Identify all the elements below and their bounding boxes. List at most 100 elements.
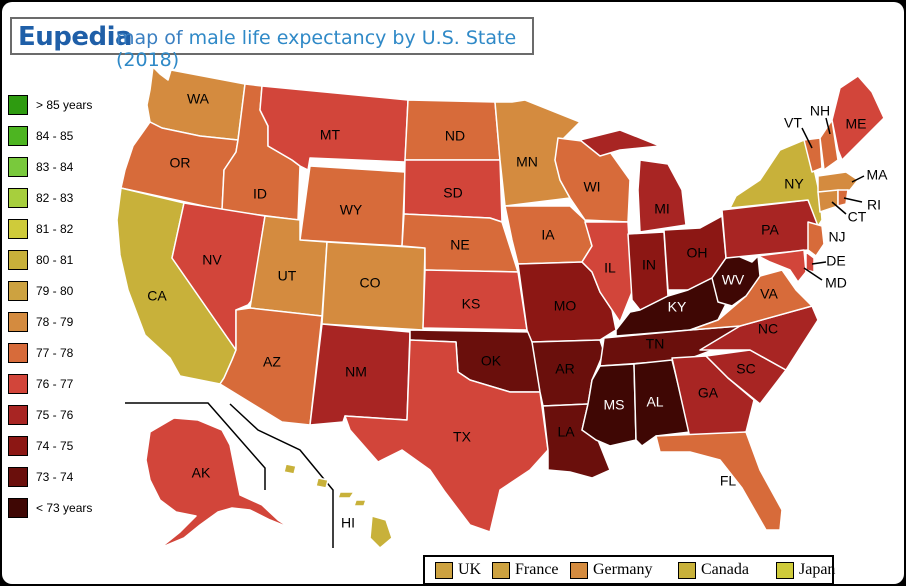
legend-swatch [8, 281, 28, 301]
label-id: ID [253, 186, 267, 202]
label-nh: NH [810, 103, 830, 119]
comparison-label: Germany [593, 561, 653, 578]
label-nj: NJ [828, 229, 845, 245]
state-me[interactable] [831, 75, 885, 161]
label-co: CO [360, 275, 381, 291]
label-ma: MA [867, 167, 889, 183]
country-comparison-legend: UK France Germany Canada Japan [423, 555, 835, 584]
legend-swatch [8, 188, 28, 208]
state-ri[interactable] [837, 189, 849, 207]
legend-label: 83 - 84 [36, 160, 74, 174]
state-mi[interactable] [579, 129, 687, 233]
label-ks: KS [462, 296, 481, 312]
legend-label: 74 - 75 [36, 439, 74, 453]
label-ut: UT [278, 268, 297, 284]
legend-swatch [8, 312, 28, 332]
legend-swatch [8, 374, 28, 394]
legend-swatch [8, 498, 28, 518]
legend-label: > 85 years [36, 98, 93, 112]
label-il: IL [604, 260, 616, 276]
legend-swatch [8, 436, 28, 456]
comparison-label: Canada [701, 561, 749, 578]
label-de: DE [826, 253, 845, 269]
title-text: male life expectancy by U.S. State (2018… [116, 27, 517, 71]
label-ok: OK [481, 353, 502, 369]
legend-swatch [8, 219, 28, 239]
state-ct[interactable] [817, 189, 839, 213]
label-hi: HI [341, 515, 355, 531]
label-ny: NY [784, 176, 804, 192]
label-va: VA [760, 286, 778, 302]
state-ak[interactable] [145, 417, 291, 549]
map-title: map of male life expectancy by U.S. Stat… [116, 27, 532, 71]
label-or: OR [170, 155, 191, 171]
legend-label: 77 - 78 [36, 346, 74, 360]
label-mi: MI [654, 201, 670, 217]
label-pa: PA [761, 222, 779, 238]
label-sc: SC [736, 361, 755, 377]
state-sc[interactable] [705, 349, 787, 405]
inset-divider-hi [229, 403, 334, 548]
label-me: ME [846, 116, 867, 132]
state-va[interactable] [689, 269, 813, 331]
label-wa: WA [187, 91, 210, 107]
legend-label: 80 - 81 [36, 253, 74, 267]
label-vt: VT [784, 115, 802, 131]
comparison-swatch [435, 562, 453, 579]
comparison-swatch [492, 562, 510, 579]
label-nc: NC [758, 321, 778, 337]
label-in: IN [642, 257, 656, 273]
legend-label: 81 - 82 [36, 222, 74, 236]
leader-de [811, 261, 827, 265]
state-nj[interactable] [807, 221, 825, 257]
label-ct: CT [848, 209, 867, 225]
label-sd: SD [443, 185, 462, 201]
legend-label: 79 - 80 [36, 284, 74, 298]
label-wv: WV [722, 272, 745, 288]
label-ak: AK [192, 465, 211, 481]
brand-logo: Eupedia [18, 22, 133, 52]
label-mn: MN [516, 154, 538, 170]
legend-swatch [8, 467, 28, 487]
state-vt[interactable] [803, 137, 823, 173]
legend-label: 76 - 77 [36, 377, 74, 391]
inset-divider-ak [125, 402, 266, 490]
legend-swatch [8, 126, 28, 146]
label-tx: TX [453, 429, 472, 445]
state-de[interactable] [805, 251, 815, 273]
label-az: AZ [263, 354, 281, 370]
label-ca: CA [147, 288, 167, 304]
label-la: LA [557, 424, 575, 440]
legend-label: 75 - 76 [36, 408, 74, 422]
state-fl[interactable] [655, 431, 783, 531]
state-md[interactable] [757, 249, 807, 283]
leader-ct [831, 201, 847, 215]
leader-ri [843, 197, 863, 203]
state-hi[interactable] [283, 463, 393, 549]
label-ga: GA [698, 385, 719, 401]
leader-vt [801, 127, 813, 149]
legend-swatch [8, 405, 28, 425]
legend-label: 82 - 83 [36, 191, 74, 205]
legend-label: < 73 years [36, 501, 93, 515]
label-mt: MT [320, 127, 341, 143]
label-mo: MO [554, 298, 577, 314]
legend-label: 73 - 74 [36, 470, 74, 484]
label-ri: RI [867, 197, 881, 213]
leader-ma [851, 175, 865, 183]
label-ar: AR [555, 361, 574, 377]
state-tx[interactable] [344, 339, 549, 533]
label-nm: NM [345, 364, 367, 380]
label-al: AL [646, 394, 663, 410]
legend-label: 84 - 85 [36, 129, 74, 143]
label-md: MD [825, 275, 847, 291]
comparison-swatch [776, 562, 794, 579]
label-wy: WY [340, 202, 363, 218]
legend-swatch [8, 250, 28, 270]
label-fl: FL [720, 473, 737, 489]
state-ma[interactable] [817, 171, 859, 193]
label-nv: NV [202, 252, 222, 268]
label-wi: WI [583, 179, 600, 195]
